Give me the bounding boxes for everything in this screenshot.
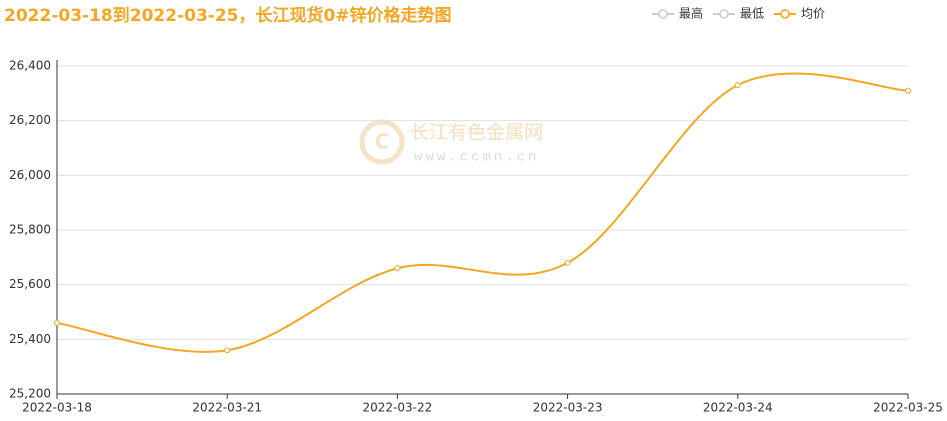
series-line bbox=[56, 72, 909, 353]
point bbox=[54, 319, 60, 326]
watermark-url: www.ccmn.cn bbox=[414, 150, 539, 166]
point bbox=[564, 259, 571, 266]
x-tick-label: 2022-03-22 bbox=[363, 401, 433, 415]
y-tick-label: 26,400 bbox=[9, 59, 51, 73]
x-tick-label: 2022-03-18 bbox=[22, 401, 92, 415]
legend-label: 最低 bbox=[740, 7, 764, 21]
y-tick-label: 26,000 bbox=[9, 168, 51, 182]
x-tick-label: 2022-03-25 bbox=[873, 401, 943, 415]
y-tick-label: 25,600 bbox=[9, 277, 51, 291]
x-tick-label: 2022-03-24 bbox=[703, 401, 773, 415]
y-tick-label: 26,200 bbox=[9, 113, 51, 127]
watermark-logo-letter: C bbox=[375, 130, 390, 154]
point bbox=[905, 87, 911, 94]
watermark-name: 长江有色金属网 bbox=[410, 122, 543, 144]
legend-marker bbox=[780, 9, 790, 19]
x-tick-label: 2022-03-23 bbox=[533, 401, 603, 415]
y-tick-label: 25,200 bbox=[9, 387, 51, 401]
y-tick-label: 25,400 bbox=[9, 332, 51, 346]
legend-marker bbox=[658, 9, 668, 19]
point bbox=[394, 265, 401, 272]
watermark: C 长江有色金属网 www.ccmn.cn bbox=[359, 119, 543, 166]
point bbox=[224, 347, 231, 354]
y-tick-label: 25,800 bbox=[9, 223, 51, 237]
legend-marker bbox=[719, 9, 729, 19]
watermark-logo bbox=[359, 119, 405, 165]
legend-label: 最高 bbox=[679, 6, 703, 21]
x-tick-label: 2022-03-21 bbox=[192, 401, 262, 415]
point bbox=[734, 82, 741, 89]
chart-title: 2022-03-18到2022-03-25，长江现货0#锌价格走势图 bbox=[4, 5, 452, 26]
legend-label: 均价 bbox=[801, 7, 825, 21]
